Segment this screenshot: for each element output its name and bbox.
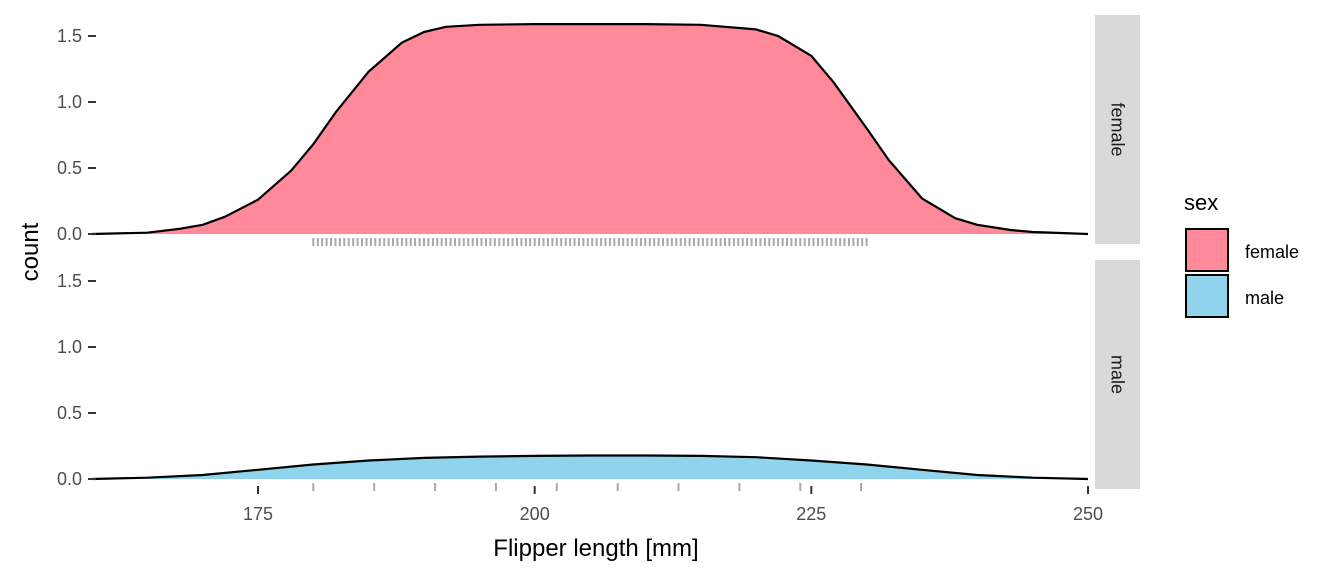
- x-axis-title: Flipper length [mm]: [493, 535, 698, 562]
- strip-male-label: male: [1108, 355, 1128, 394]
- y-tick-label: 1.0: [57, 92, 82, 112]
- x-axis: 175 200 225 250: [243, 486, 1103, 524]
- x-tick-label: 225: [796, 504, 826, 524]
- legend-label-male: male: [1245, 288, 1284, 308]
- x-tick-label: 250: [1073, 504, 1103, 524]
- strip-male: male: [1095, 260, 1140, 489]
- legend-key-male: [1185, 274, 1229, 318]
- y-tick-label: 0.5: [57, 403, 82, 423]
- y-tick-label: 1.0: [57, 337, 82, 357]
- legend-key-female: [1185, 228, 1229, 272]
- density-area-male: [92, 455, 1088, 479]
- strip-female-background: [1095, 15, 1140, 244]
- legend-label-female: female: [1245, 242, 1299, 262]
- y-tick-label: 0.5: [57, 158, 82, 178]
- y-tick-label: 1.5: [57, 26, 82, 46]
- panel-male: [91, 454, 1089, 491]
- strip-female-label: female: [1108, 102, 1128, 156]
- strip-female: female: [1095, 15, 1140, 244]
- density-area-female: [92, 24, 1088, 234]
- y-tick-label: 0.0: [57, 224, 82, 244]
- y-tick-label: 0.0: [57, 469, 82, 489]
- x-tick-label: 200: [520, 504, 550, 524]
- legend-title: sex: [1184, 190, 1218, 215]
- y-axis: 0.0 0.5 1.0 1.5 0.0 0.5 1.0 1.5: [57, 26, 96, 489]
- density-line-male: [91, 454, 1089, 481]
- y-tick-label: 1.5: [57, 271, 82, 291]
- legend: sex female male: [1184, 190, 1299, 318]
- strip-male-background: [1095, 260, 1140, 489]
- density-line-female: [91, 23, 1089, 236]
- x-tick-label: 175: [243, 504, 273, 524]
- panel-female: [91, 23, 1089, 246]
- y-axis-title: count: [17, 222, 44, 281]
